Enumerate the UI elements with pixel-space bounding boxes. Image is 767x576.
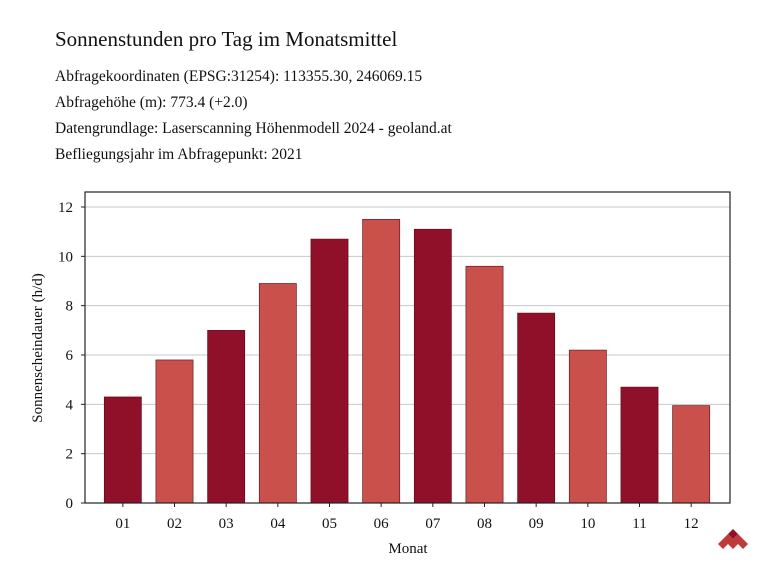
- y-tick-label: 8: [66, 299, 74, 315]
- x-tick-labels: 01 02 03 04 05 06 07 08 09 10 11 12: [115, 503, 699, 532]
- bars: [103, 219, 711, 504]
- y-tick-label: 4: [66, 397, 74, 413]
- x-tick-label: 05: [322, 516, 337, 532]
- chart-title: Sonnenstunden pro Tag im Monatsmittel: [55, 27, 398, 51]
- flight-year: Befliegungsjahr im Abfragepunkt: 2021: [55, 146, 303, 163]
- query-elevation: Abfragehöhe (m): 773.4 (+2.0): [55, 94, 248, 111]
- bar-07: [413, 228, 452, 504]
- bar-10: [568, 349, 607, 504]
- y-tick-label: 12: [58, 200, 73, 216]
- x-tick-label: 06: [374, 516, 390, 532]
- query-coordinates: Abfragekoordinaten (EPSG:31254): 113355.…: [55, 68, 423, 85]
- x-tick-label: 01: [115, 516, 130, 532]
- x-axis-label: Monat: [388, 541, 428, 557]
- bar-03: [207, 330, 246, 504]
- geoland-logo-icon: [718, 529, 748, 549]
- y-tick-labels: 0 2 4 6 8 10 12: [58, 200, 85, 512]
- x-tick-label: 08: [477, 516, 492, 532]
- bar-08: [465, 265, 504, 504]
- data-source: Datengrundlage: Laserscanning Höhenmodel…: [55, 120, 452, 137]
- x-tick-label: 09: [529, 516, 544, 532]
- y-tick-label: 2: [66, 447, 74, 463]
- bar-09: [517, 312, 556, 504]
- bar-02: [155, 359, 194, 504]
- bar-01: [103, 396, 142, 504]
- bar-11: [620, 386, 659, 504]
- plot-frame: [84, 191, 731, 504]
- x-tick-label: 03: [219, 516, 234, 532]
- x-tick-label: 11: [632, 516, 646, 532]
- y-tick-label: 0: [66, 496, 74, 512]
- x-tick-label: 04: [270, 516, 286, 532]
- y-tick-label: 6: [66, 348, 74, 364]
- bar-06: [362, 219, 401, 504]
- x-tick-label: 10: [580, 516, 595, 532]
- bar-05: [310, 238, 349, 504]
- y-tick-label: 10: [58, 249, 73, 265]
- y-axis-label: Sonnenscheindauer (h/d): [30, 273, 46, 423]
- x-tick-label: 12: [684, 516, 699, 532]
- x-tick-label: 07: [425, 516, 441, 532]
- x-tick-label: 02: [167, 516, 182, 532]
- bar-04: [258, 283, 297, 504]
- bar-12: [672, 405, 711, 504]
